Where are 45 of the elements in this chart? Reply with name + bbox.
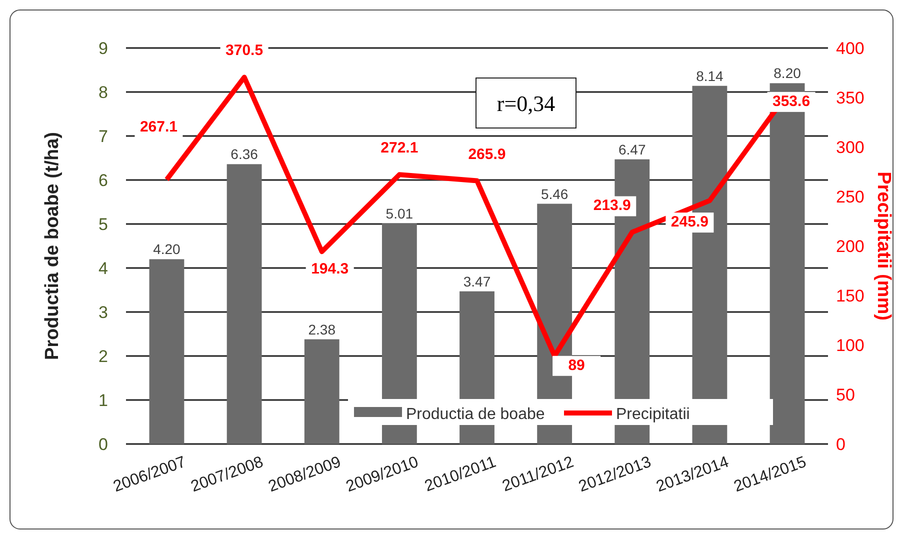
data-label: 5.46 <box>540 186 568 202</box>
data-label: 194.3 <box>311 260 349 278</box>
y2-tick-label: 350 <box>836 88 864 108</box>
y2-tick-label: 400 <box>836 39 864 58</box>
data-label: 267.1 <box>140 118 178 136</box>
y-tick-label: 0 <box>98 435 108 454</box>
data-label: 353.6 <box>772 92 810 110</box>
data-label: 272.1 <box>380 140 418 157</box>
y2-tick-label: 100 <box>836 336 864 355</box>
data-label: 5.01 <box>386 206 414 222</box>
y-tick-label: 9 <box>98 39 108 58</box>
y-tick-label: 5 <box>98 215 108 234</box>
y-tick-label: 4 <box>98 259 108 278</box>
data-label: 2.38 <box>308 321 336 338</box>
data-label: 89 <box>568 356 585 374</box>
y-tick-label: 7 <box>98 127 108 146</box>
bar <box>226 164 262 444</box>
data-label: 8.14 <box>696 68 724 84</box>
data-label: 6.36 <box>230 146 258 162</box>
y2-axis-title: Precipitatii (mm) <box>873 172 894 320</box>
legend-label: Precipitatii <box>616 406 690 423</box>
data-label: 6.47 <box>618 141 646 158</box>
data-label: 8.20 <box>774 65 802 82</box>
annotation: r=0,34 <box>496 91 556 116</box>
y-axis-title: Productia de boabe (t/ha) <box>42 132 63 360</box>
data-label: 265.9 <box>468 146 506 163</box>
y-tick-label: 1 <box>98 391 108 410</box>
data-label: 213.9 <box>593 197 631 214</box>
y2-tick-label: 50 <box>836 386 855 404</box>
data-label: 4.20 <box>153 241 181 258</box>
y2-tick-label: 0 <box>836 435 846 454</box>
bar <box>149 259 184 444</box>
y2-tick-label: 200 <box>836 237 864 256</box>
y-tick-label: 2 <box>98 347 108 366</box>
y2-tick-label: 250 <box>836 188 864 206</box>
bar <box>304 339 340 444</box>
y-tick-label: 8 <box>98 83 108 102</box>
y2-tick-label: 300 <box>836 138 864 157</box>
data-label: 370.5 <box>226 42 264 60</box>
y2-tick-label: 150 <box>836 286 864 306</box>
y-tick-label: 3 <box>98 303 108 322</box>
legend-label: Productia de boabe <box>406 406 545 423</box>
data-label: 245.9 <box>670 214 708 231</box>
data-label: 3.47 <box>463 273 491 290</box>
y-tick-label: 6 <box>98 171 108 190</box>
